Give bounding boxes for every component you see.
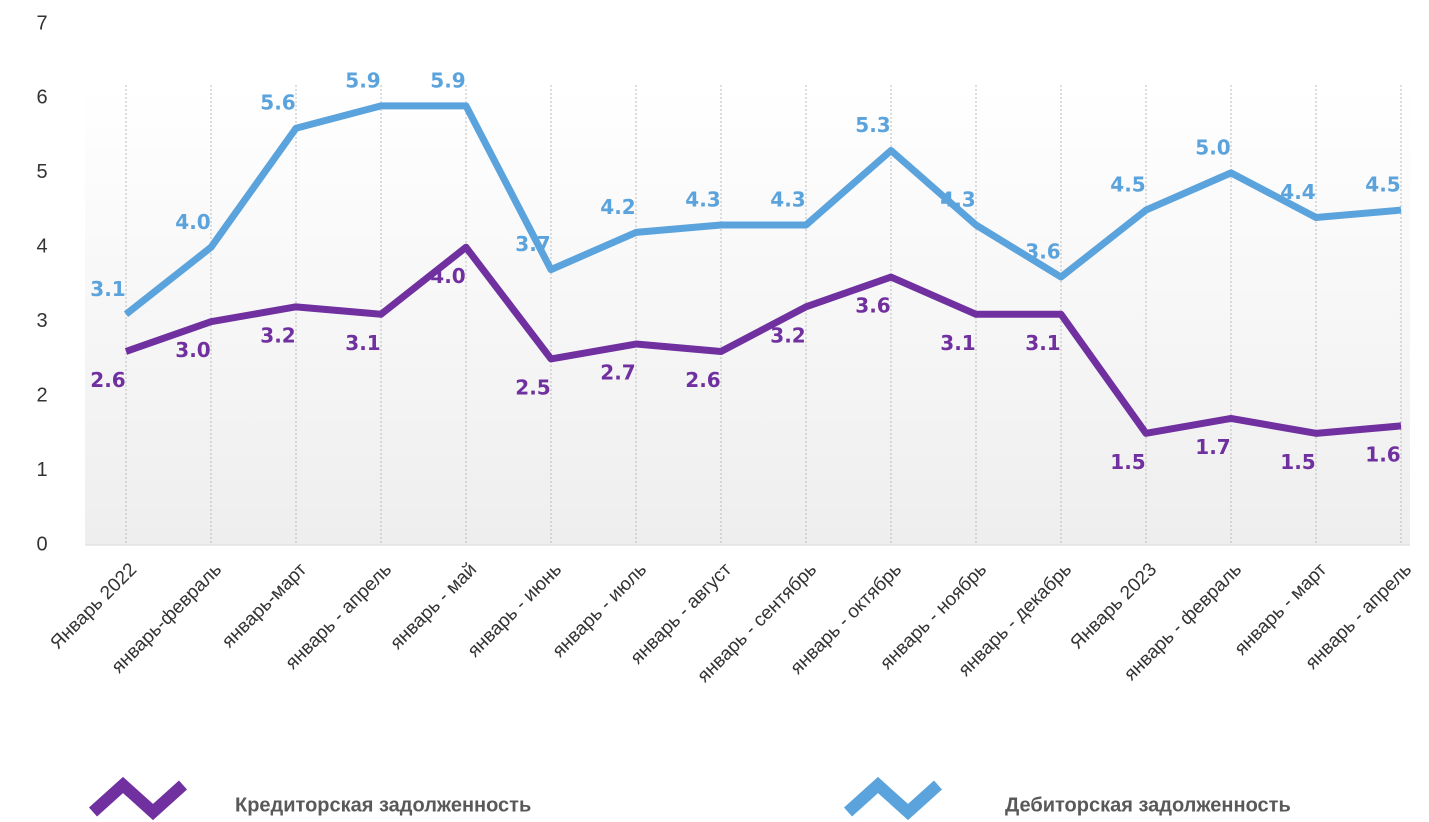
data-label: 4.0: [430, 264, 465, 288]
data-label: 3.1: [90, 277, 125, 301]
data-label: 1.5: [1280, 450, 1315, 474]
y-tick-label: 5: [36, 161, 47, 183]
data-label: 1.5: [1110, 450, 1145, 474]
data-label: 4.3: [685, 187, 720, 211]
data-label: 1.6: [1365, 442, 1400, 466]
data-label: 3.1: [1025, 331, 1060, 355]
legend-label: Кредиторская задолженность: [235, 794, 531, 816]
y-tick-label: 2: [36, 384, 47, 406]
data-label: 2.7: [600, 361, 635, 385]
data-label: 4.0: [175, 210, 210, 234]
data-label: 5.9: [345, 68, 380, 92]
data-label: 4.2: [600, 195, 635, 219]
data-label: 3.6: [1025, 240, 1060, 264]
series-line: [123, 102, 1402, 318]
data-label: 3.2: [770, 323, 805, 347]
plot-background: [85, 85, 1410, 545]
data-label: 2.5: [515, 375, 550, 399]
data-label: 3.1: [345, 331, 380, 355]
data-label: 5.0: [1195, 135, 1230, 159]
data-label: 2.6: [685, 368, 720, 392]
data-label: 5.6: [260, 91, 295, 115]
data-label: 4.4: [1280, 180, 1315, 204]
y-tick-label: 4: [36, 236, 47, 258]
x-tick-label: Январь 2023: [1067, 559, 1162, 654]
data-label: 4.3: [770, 187, 805, 211]
legend-swatch: [88, 776, 188, 821]
x-tick-label: Январь 2022: [47, 559, 142, 654]
y-tick-label: 1: [36, 459, 47, 481]
data-label: 5.3: [855, 113, 890, 137]
data-label: 4.5: [1365, 173, 1400, 197]
y-tick-label: 3: [36, 310, 47, 332]
data-label: 3.6: [855, 294, 890, 318]
data-label: 5.9: [430, 68, 465, 92]
y-tick-label: 6: [36, 87, 47, 109]
data-label: 3.7: [515, 232, 550, 256]
series-line: [124, 243, 1402, 437]
data-label: 1.7: [1195, 435, 1230, 459]
data-label: 4.5: [1110, 173, 1145, 197]
y-tick-label: 7: [36, 12, 47, 34]
data-label: 3.0: [175, 338, 210, 362]
y-tick-label: 0: [36, 533, 47, 555]
legend-swatch: [843, 776, 943, 821]
data-label: 4.3: [940, 187, 975, 211]
data-label: 3.2: [260, 323, 295, 347]
data-label: 3.1: [940, 331, 975, 355]
legend-label: Дебиторская задолженность: [1005, 794, 1291, 816]
data-label: 2.6: [90, 368, 125, 392]
x-tick-label: январь-март: [218, 559, 311, 652]
x-tick-label: январь - май: [386, 559, 481, 654]
